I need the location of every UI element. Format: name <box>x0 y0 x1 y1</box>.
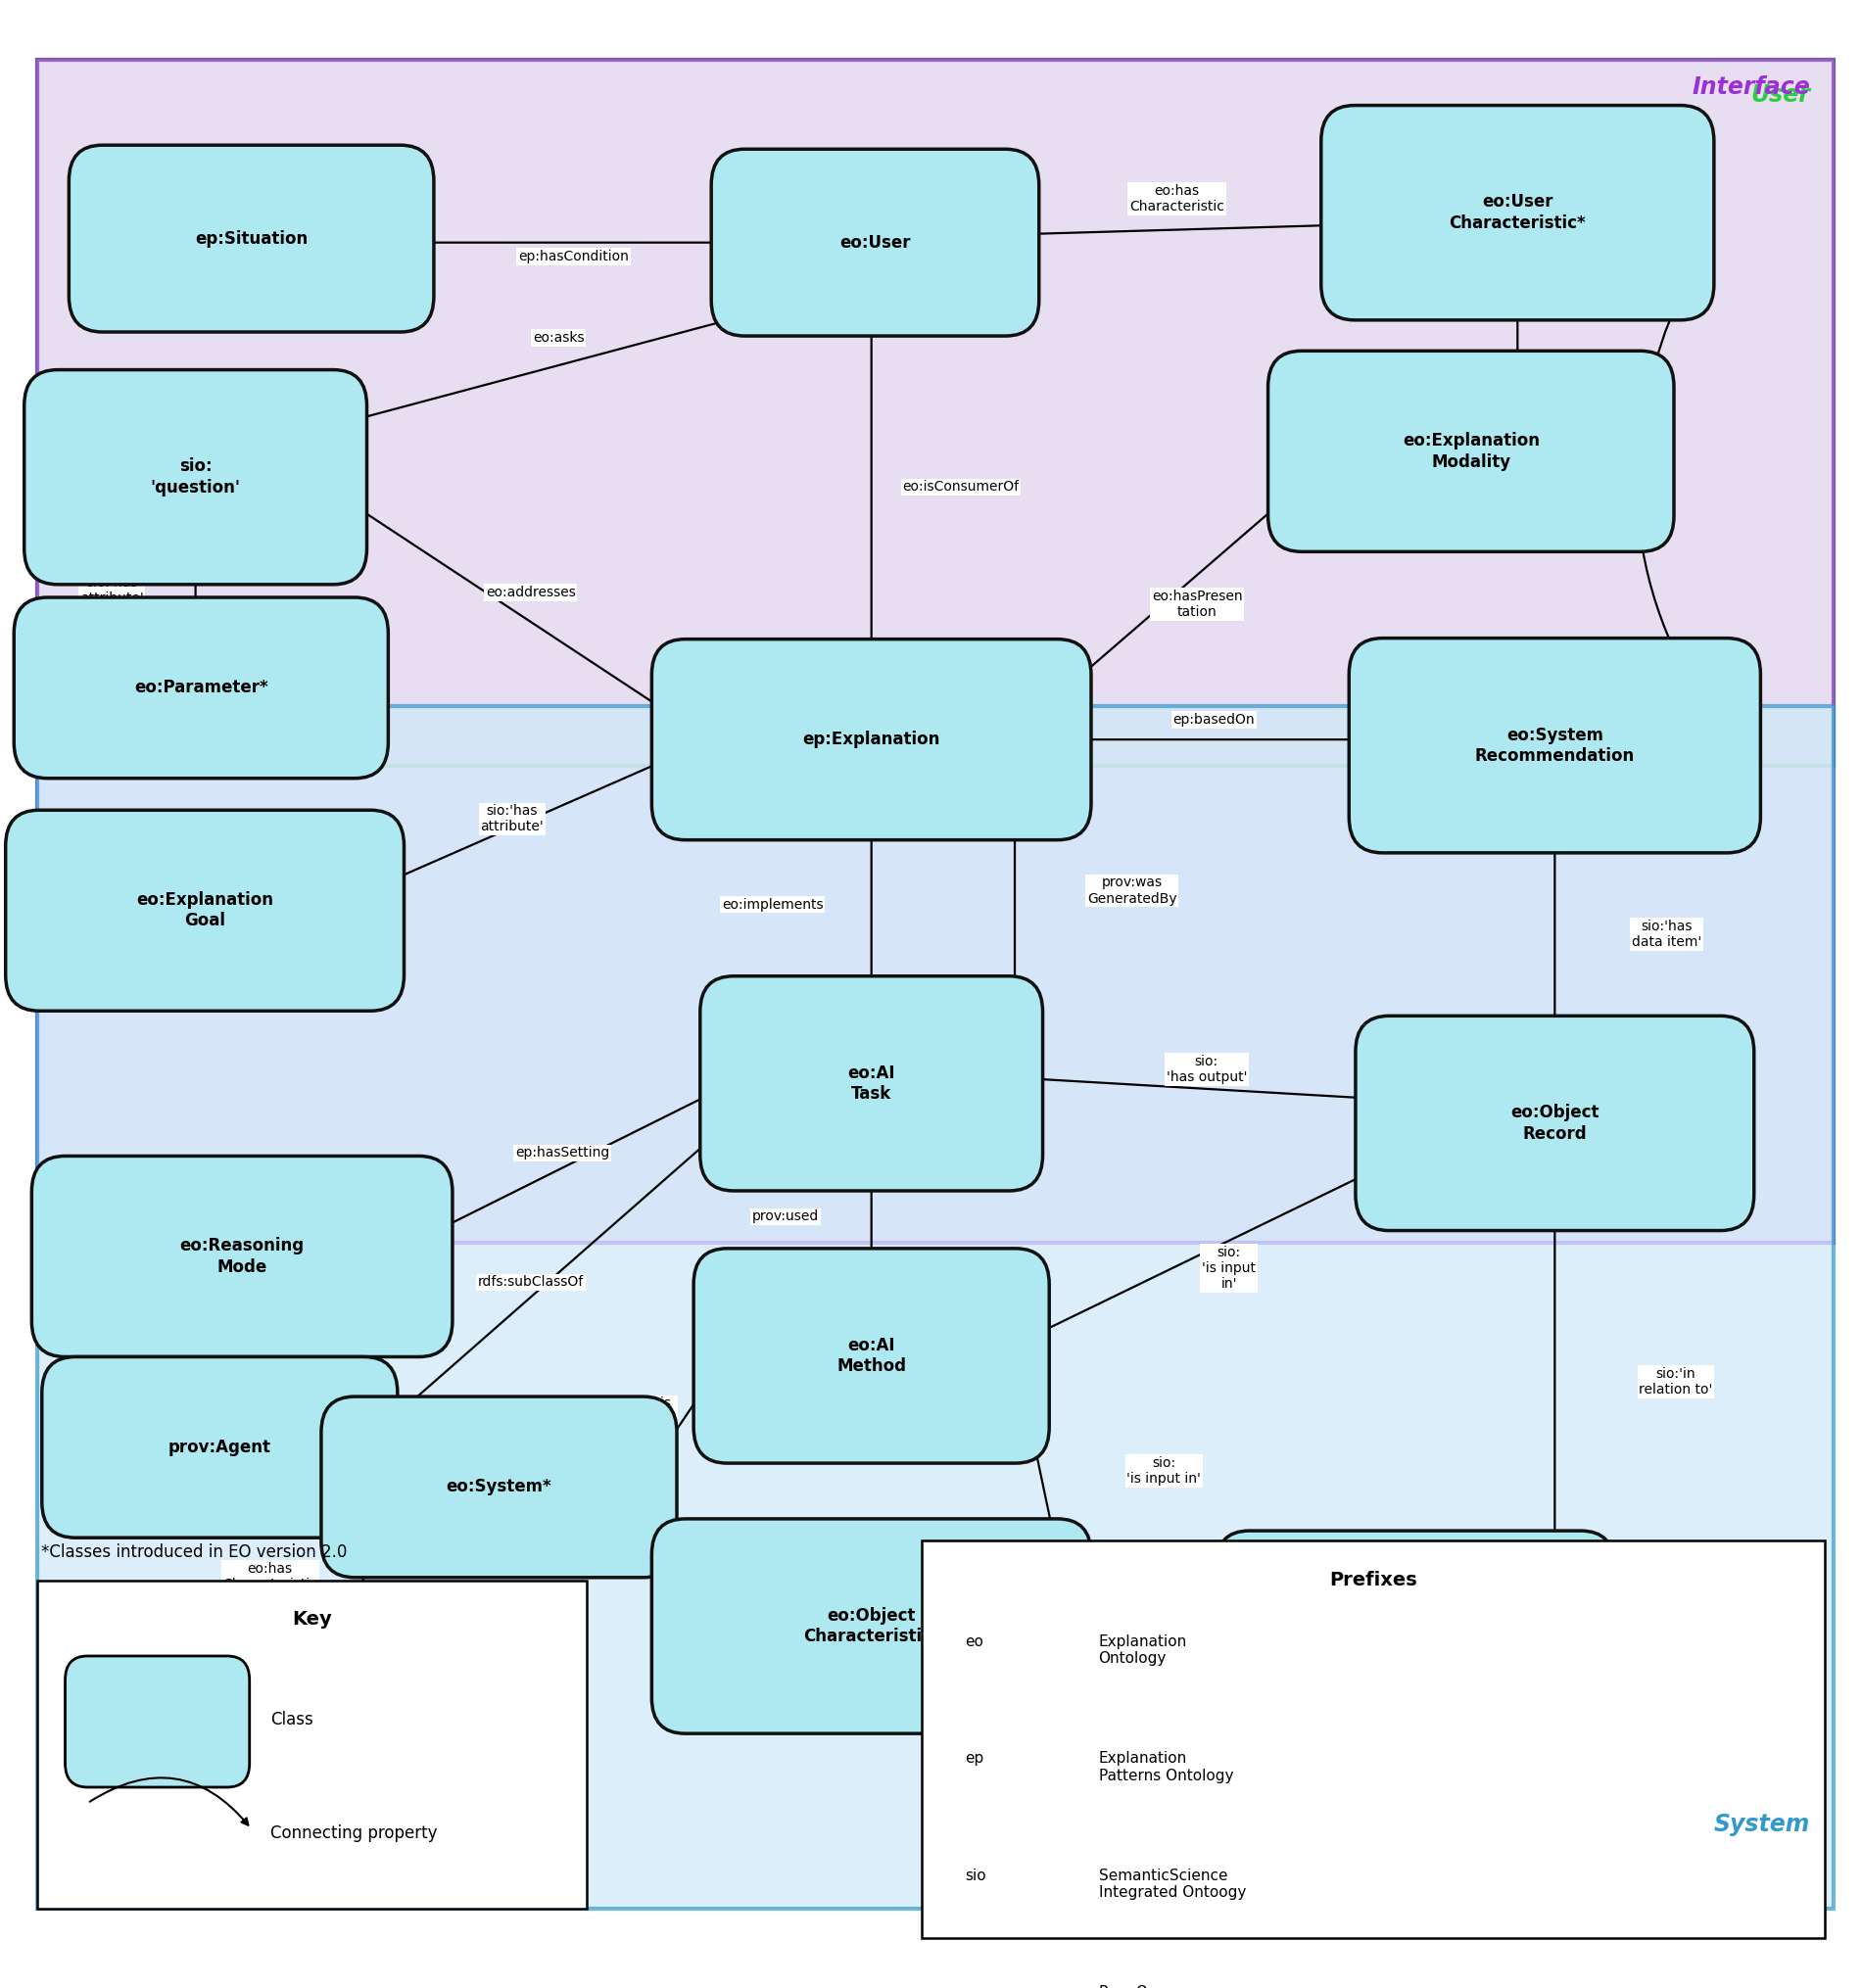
Text: prov: prov <box>965 1986 998 1988</box>
FancyBboxPatch shape <box>143 1606 583 1821</box>
FancyBboxPatch shape <box>1320 105 1713 320</box>
Text: System: System <box>1713 1813 1810 1837</box>
Text: Connecting property: Connecting property <box>270 1825 438 1841</box>
Text: eo:has
Characteristic: eo:has Characteristic <box>1130 185 1223 213</box>
Text: Prefixes: Prefixes <box>1329 1571 1417 1588</box>
Text: eo:Explanation
Goal: eo:Explanation Goal <box>136 891 274 930</box>
Text: ep:hasCondition: ep:hasCondition <box>518 250 629 262</box>
Text: eo:Knowledge: eo:Knowledge <box>1350 1618 1480 1634</box>
Text: Key: Key <box>292 1610 331 1628</box>
Text: sio:'in
relation to': sio:'in relation to' <box>1639 1368 1713 1396</box>
Text: eo:Explanation
Modality: eo:Explanation Modality <box>1402 431 1540 471</box>
Text: eo:has
Characteristic: eo:has Characteristic <box>1188 1702 1281 1730</box>
Text: ep:hasSetting: ep:hasSetting <box>516 1147 609 1159</box>
Text: Class: Class <box>270 1712 313 1728</box>
Text: eo:possesses: eo:possesses <box>1566 406 1655 417</box>
FancyBboxPatch shape <box>37 1580 587 1908</box>
Text: eo:Reasoning
Mode: eo:Reasoning Mode <box>181 1237 304 1276</box>
Text: eo:Object
Characteristic*: eo:Object Characteristic* <box>803 1606 940 1646</box>
Text: eo:implements: eo:implements <box>722 899 823 911</box>
Text: eo:User: eo:User <box>840 235 911 250</box>
FancyBboxPatch shape <box>922 1541 1825 1938</box>
Text: eo:isConsumerOf: eo:isConsumerOf <box>903 481 1019 493</box>
Text: sio:'has
attribute': sio:'has attribute' <box>480 805 544 833</box>
Text: User: User <box>1750 83 1810 107</box>
Text: rdfs:subClassOf: rdfs:subClassOf <box>479 1276 583 1288</box>
FancyBboxPatch shape <box>1348 638 1761 853</box>
Text: eo:User
Characteristic*: eo:User Characteristic* <box>1449 193 1586 233</box>
FancyBboxPatch shape <box>32 1157 452 1358</box>
Text: ep:basedOn: ep:basedOn <box>1173 714 1255 726</box>
FancyBboxPatch shape <box>13 596 389 777</box>
FancyBboxPatch shape <box>322 1398 678 1578</box>
Text: eo:AI
Method: eo:AI Method <box>836 1336 907 1376</box>
Text: Prov-O: Prov-O <box>1099 1986 1149 1988</box>
Text: sio:'is
part of': sio:'is part of' <box>627 1398 676 1425</box>
Text: eo:AI
Task: eo:AI Task <box>847 1064 896 1103</box>
FancyBboxPatch shape <box>37 60 1834 765</box>
Text: prov:used: prov:used <box>752 1211 819 1223</box>
Text: eo:hasPresen
tation: eo:hasPresen tation <box>1153 590 1242 618</box>
Text: eo:addresses: eo:addresses <box>486 586 575 598</box>
Text: eo: eo <box>965 1634 983 1648</box>
FancyBboxPatch shape <box>24 370 367 584</box>
Text: sio:'has
attribute': sio:'has attribute' <box>80 577 143 604</box>
Text: prov:Agent: prov:Agent <box>168 1439 272 1455</box>
FancyBboxPatch shape <box>65 1656 250 1787</box>
Text: prov:was
GeneratedBy: prov:was GeneratedBy <box>1087 877 1177 905</box>
FancyBboxPatch shape <box>652 1519 1091 1734</box>
Text: *Classes introduced in EO version 2.0: *Classes introduced in EO version 2.0 <box>41 1543 346 1561</box>
FancyBboxPatch shape <box>652 640 1091 839</box>
Text: ep: ep <box>965 1751 983 1765</box>
Text: eo:System
Recommendation: eo:System Recommendation <box>1475 726 1635 765</box>
FancyBboxPatch shape <box>1356 1016 1754 1231</box>
Text: eo:Object
Record: eo:Object Record <box>1510 1103 1599 1143</box>
Text: sio:
'has output': sio: 'has output' <box>1166 1056 1248 1083</box>
FancyBboxPatch shape <box>37 706 1834 1908</box>
Text: Interface: Interface <box>1691 76 1810 99</box>
FancyBboxPatch shape <box>693 1248 1050 1463</box>
Text: Explanation
Patterns Ontology: Explanation Patterns Ontology <box>1099 1751 1233 1783</box>
FancyBboxPatch shape <box>711 149 1039 336</box>
Text: SemanticScience
Integrated Ontoogy: SemanticScience Integrated Ontoogy <box>1099 1869 1246 1901</box>
FancyBboxPatch shape <box>1216 1531 1614 1722</box>
Text: ep:Situation: ep:Situation <box>196 231 307 247</box>
Text: ep:Explanation: ep:Explanation <box>803 732 940 747</box>
FancyBboxPatch shape <box>41 1358 398 1539</box>
Text: sio:
'question': sio: 'question' <box>151 457 240 497</box>
FancyBboxPatch shape <box>1268 352 1674 553</box>
Text: eo:System*: eo:System* <box>447 1479 551 1495</box>
Text: eo:asks: eo:asks <box>533 332 585 344</box>
Text: Explanation
Ontology: Explanation Ontology <box>1099 1634 1186 1666</box>
Text: sio:
'is input
in': sio: 'is input in' <box>1203 1246 1255 1290</box>
FancyBboxPatch shape <box>37 60 1834 1242</box>
Text: eo:Parameter*: eo:Parameter* <box>134 680 268 696</box>
Text: sio:
'is input in': sio: 'is input in' <box>1127 1457 1201 1485</box>
FancyBboxPatch shape <box>69 145 434 332</box>
FancyBboxPatch shape <box>700 976 1043 1191</box>
Text: eo:System
Characteristic*: eo:System Characteristic* <box>294 1694 432 1734</box>
Text: sio: sio <box>965 1869 985 1883</box>
Text: eo:has
Characteristic: eo:has Characteristic <box>223 1563 317 1590</box>
Text: sio:'has
data item': sio:'has data item' <box>1631 920 1702 948</box>
FancyBboxPatch shape <box>6 811 404 1010</box>
